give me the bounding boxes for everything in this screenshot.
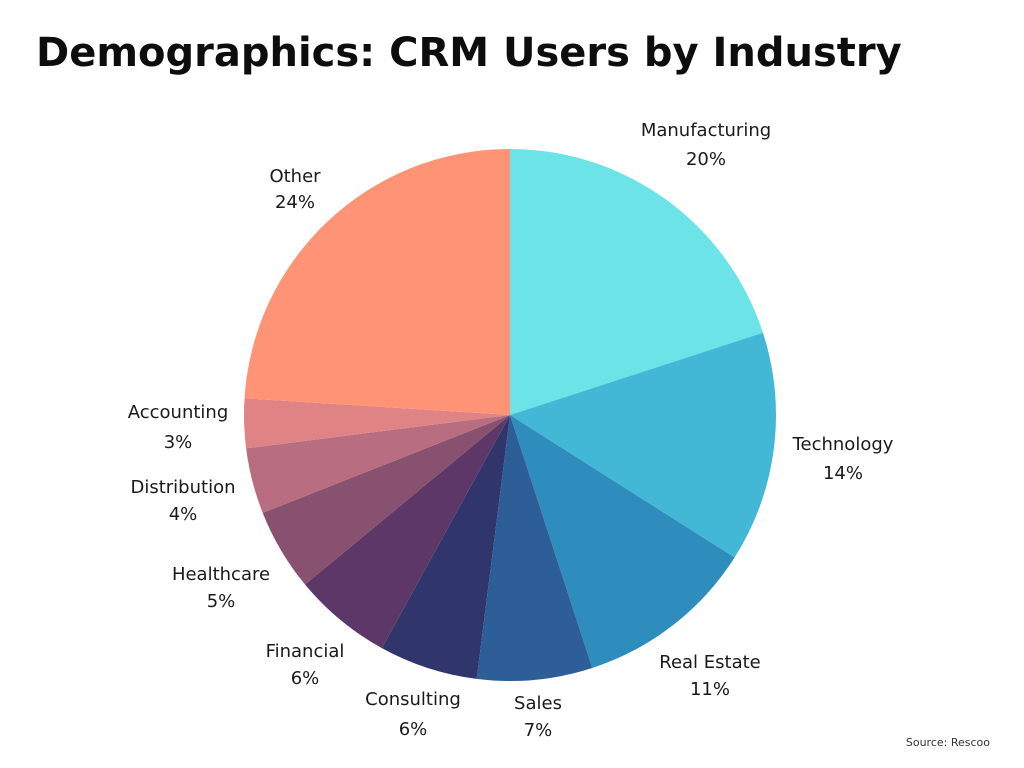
- slice-value-healthcare: 5%: [207, 591, 236, 612]
- slice-label-consulting: Consulting: [365, 689, 461, 710]
- pie-slices: [243, 148, 776, 681]
- slice-value-distribution: 4%: [169, 504, 198, 525]
- slice-label-accounting: Accounting: [128, 402, 229, 423]
- pie-slice-distribution: [246, 415, 510, 513]
- slice-label-distribution: Distribution: [130, 477, 235, 498]
- pie-slice-sales: [476, 415, 593, 681]
- slice-value-real-estate: 11%: [690, 679, 730, 700]
- pie-labels: Manufacturing 20% Technology 14% Real Estate…: [128, 120, 894, 741]
- pie-slice-financial: [305, 415, 510, 649]
- pie-slice-technology: [510, 332, 776, 558]
- slice-label-healthcare: Healthcare: [172, 564, 270, 585]
- slice-label-other: Other: [269, 166, 321, 187]
- source-note: Source: Rescoo: [905, 736, 990, 749]
- slice-value-manufacturing: 20%: [686, 149, 726, 170]
- chart-title: Demographics: CRM Users by Industry: [36, 30, 902, 76]
- pie-slice-accounting: [243, 398, 510, 449]
- slice-label-technology: Technology: [792, 434, 894, 455]
- pie-slice-manufacturing: [510, 149, 763, 415]
- pie-slice-other: [244, 148, 510, 415]
- slice-label-real-estate: Real Estate: [659, 652, 761, 673]
- slice-value-sales: 7%: [524, 720, 553, 741]
- slice-label-manufacturing: Manufacturing: [641, 120, 771, 141]
- slice-value-technology: 14%: [823, 463, 863, 484]
- pie-slice-healthcare: [262, 415, 510, 585]
- slice-value-accounting: 3%: [164, 432, 193, 453]
- pie-slice-consulting: [381, 415, 510, 679]
- slice-label-financial: Financial: [266, 641, 345, 662]
- slice-value-other: 24%: [275, 192, 315, 213]
- slice-value-consulting: 6%: [399, 719, 428, 740]
- slice-value-financial: 6%: [291, 668, 320, 689]
- slice-label-sales: Sales: [514, 693, 562, 714]
- pie-slice-real-estate: [510, 415, 735, 668]
